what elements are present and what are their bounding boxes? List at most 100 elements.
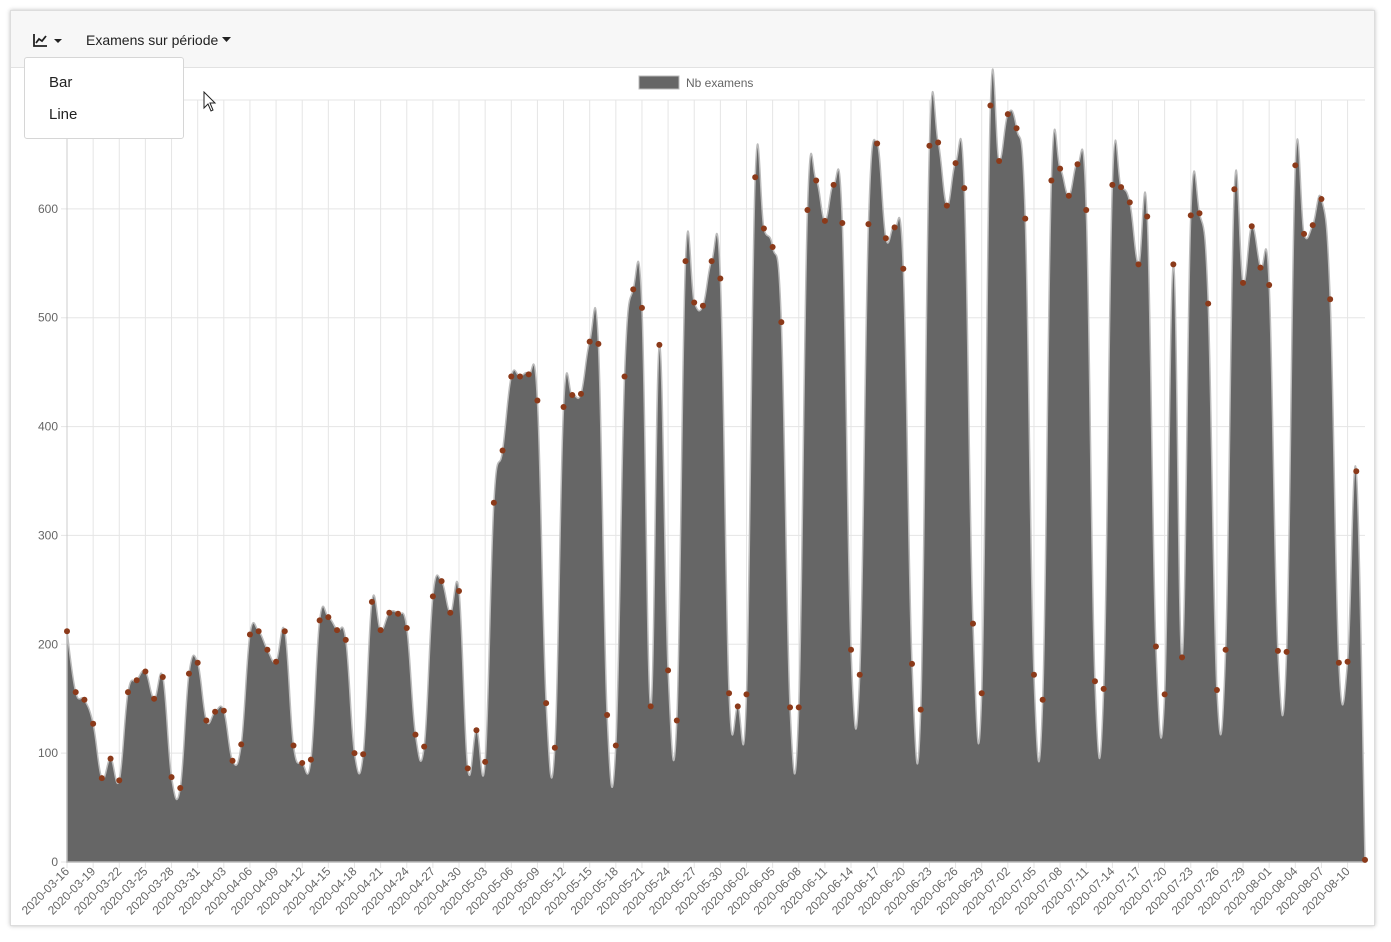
data-point <box>246 631 253 638</box>
data-point <box>1074 161 1081 168</box>
data-point <box>1257 264 1264 271</box>
data-point <box>1248 223 1255 230</box>
data-point <box>185 670 192 677</box>
data-point <box>377 627 384 634</box>
data-point <box>412 731 419 738</box>
data-point <box>943 202 950 209</box>
data-point <box>299 759 306 766</box>
legend-swatch <box>638 75 680 90</box>
data-point <box>909 660 916 667</box>
data-point <box>595 340 602 347</box>
data-point <box>1327 296 1334 303</box>
series-area <box>66 68 1366 863</box>
data-point <box>1004 111 1011 118</box>
cursor <box>203 91 217 112</box>
data-point <box>1266 282 1273 289</box>
data-point <box>1231 186 1238 193</box>
data-point <box>1335 659 1342 666</box>
data-point <box>647 703 654 710</box>
data-point <box>1065 192 1072 199</box>
data-point <box>821 217 828 224</box>
data-point <box>1057 165 1064 172</box>
data-point <box>429 593 436 600</box>
data-point <box>203 717 210 724</box>
data-point <box>238 741 245 748</box>
data-point <box>969 620 976 627</box>
data-point <box>795 704 802 711</box>
data-point <box>1039 696 1046 703</box>
data-point <box>1318 196 1325 203</box>
data-point <box>638 304 645 311</box>
data-point <box>124 689 131 696</box>
data-point <box>978 690 985 697</box>
data-point <box>307 756 314 763</box>
card: Examens sur période <box>10 10 1375 926</box>
legend-label: Nb examens <box>686 76 753 90</box>
data-point <box>386 609 393 616</box>
data-point <box>1240 279 1247 286</box>
data-point <box>516 373 523 380</box>
data-point <box>1353 468 1360 475</box>
data-point <box>90 720 97 727</box>
data-point <box>151 695 158 702</box>
data-point <box>220 707 227 714</box>
data-point <box>159 673 166 680</box>
data-point <box>403 624 410 631</box>
data-point <box>691 299 698 306</box>
data-point <box>1100 685 1107 692</box>
data-point <box>316 617 323 624</box>
data-point <box>1187 212 1194 219</box>
data-point <box>1135 261 1142 268</box>
data-point <box>490 499 497 506</box>
menu-item[interactable]: Line <box>49 106 78 123</box>
data-point <box>1205 300 1212 307</box>
data-point <box>1196 210 1203 217</box>
data-point <box>769 243 776 250</box>
data-point <box>1301 230 1308 237</box>
period-dropdown[interactable]: Examens sur période <box>86 32 232 48</box>
data-point <box>194 659 201 666</box>
dropdown-label: Examens sur période <box>86 32 219 48</box>
data-point <box>482 758 489 765</box>
data-point <box>1274 647 1281 654</box>
data-point <box>543 700 550 707</box>
data-point <box>107 755 114 762</box>
data-point <box>334 627 341 634</box>
data-point <box>848 646 855 653</box>
y-tick-label: 0 <box>51 855 58 869</box>
data-point <box>229 757 236 764</box>
data-point <box>395 610 402 617</box>
data-point <box>64 628 70 635</box>
data-point <box>787 704 794 711</box>
data-point <box>760 225 767 232</box>
data-point <box>961 185 968 192</box>
data-point <box>673 717 680 724</box>
data-point <box>952 160 959 167</box>
data-point <box>177 784 184 791</box>
data-point <box>456 587 463 594</box>
data-point <box>1179 654 1186 661</box>
data-point <box>421 743 428 750</box>
data-point <box>473 727 480 734</box>
data-point <box>577 390 584 397</box>
menu-item[interactable]: Bar <box>49 74 73 91</box>
data-point <box>935 139 942 146</box>
data-point <box>1144 213 1151 220</box>
data-point <box>447 609 454 616</box>
data-point <box>534 397 541 404</box>
data-point <box>830 181 837 188</box>
data-point <box>1362 856 1368 863</box>
data-point <box>1309 222 1316 229</box>
data-point <box>630 286 637 293</box>
y-tick-label: 200 <box>38 637 58 651</box>
data-point <box>116 777 123 784</box>
chart-type-button[interactable] <box>33 33 67 49</box>
data-point <box>856 671 863 678</box>
data-point <box>926 142 933 149</box>
y-tick-label: 400 <box>38 420 58 434</box>
data-point <box>98 775 105 782</box>
data-point <box>1091 678 1098 685</box>
data-point <box>81 696 88 703</box>
data-point <box>682 258 689 265</box>
data-point <box>665 667 672 674</box>
